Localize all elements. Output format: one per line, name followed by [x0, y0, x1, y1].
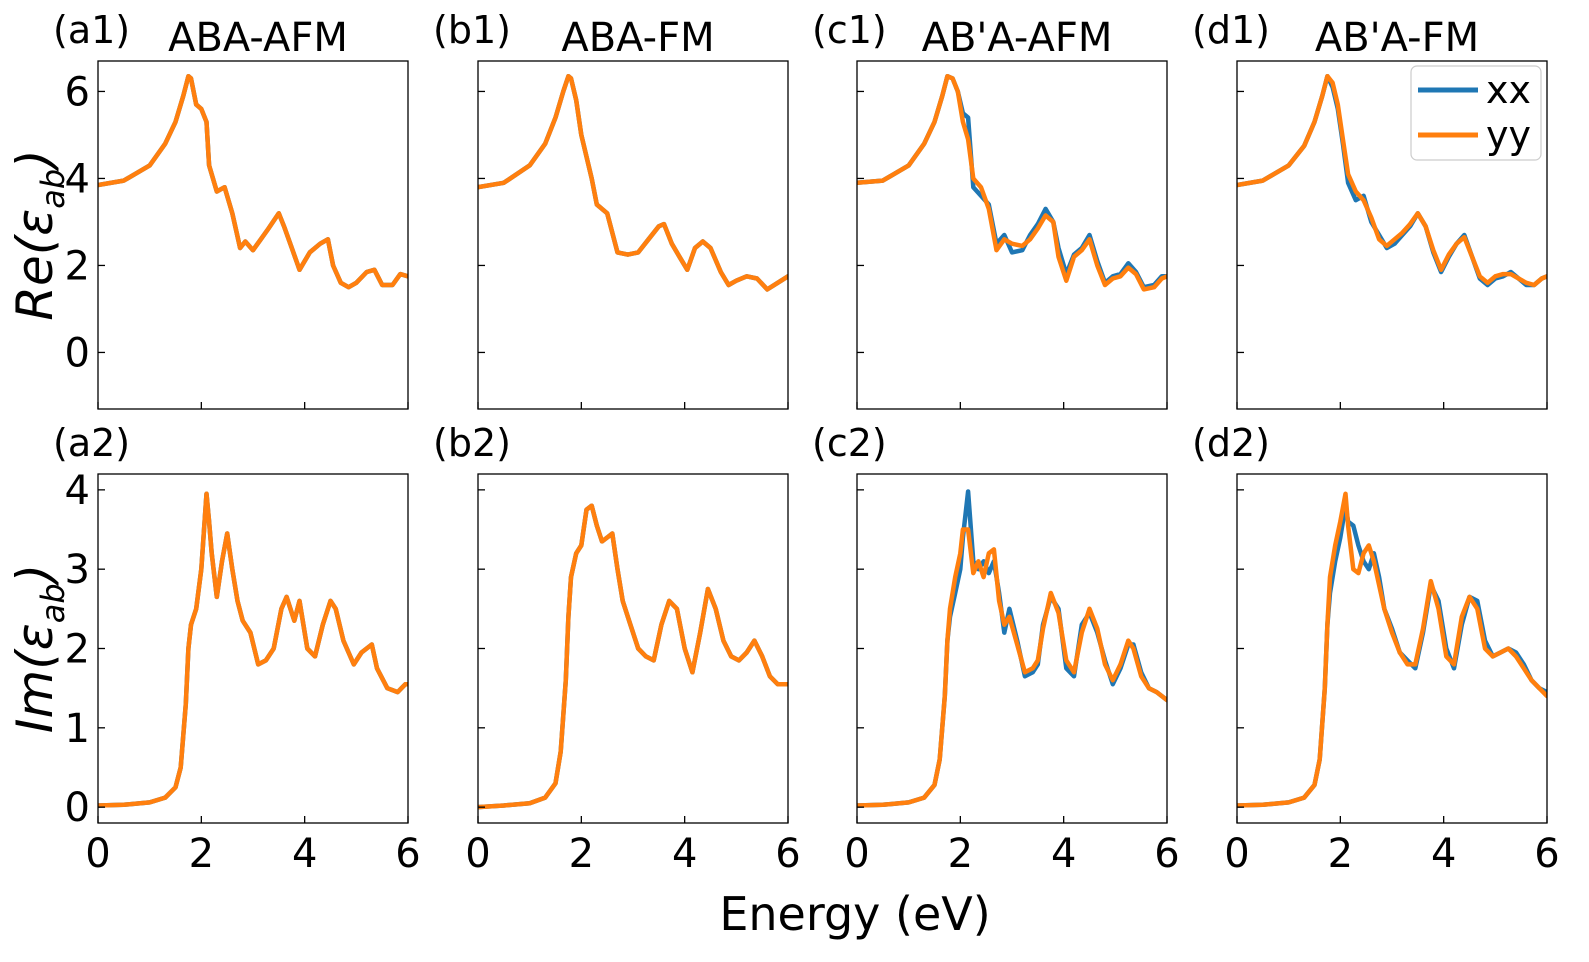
- x-tick-label-c2-1: 2: [948, 831, 973, 877]
- x-tick-label-b2-2: 4: [672, 831, 697, 877]
- panel-label-a2: (a2): [53, 421, 130, 465]
- y-axis-label-main-2: Im(ε: [6, 623, 64, 733]
- x-axis-label: Energy (eV): [719, 887, 990, 941]
- x-tick-label-c2-0: 0: [844, 831, 869, 877]
- panel-d2: 0 2 4 6 (d2): [1192, 421, 1560, 877]
- series-yy-line-b1: [478, 73, 788, 292]
- panel-b2: 0 2 4 6 (b2): [433, 421, 801, 877]
- panel-title-a: ABA-AFM: [168, 15, 348, 61]
- panel-c2: 0 2 4 6 (c2): [812, 421, 1180, 877]
- y-axis-label-sub-1: ab: [34, 169, 72, 209]
- panel-c1: (c1) AB'A-AFM: [812, 8, 1168, 410]
- panel-a1: 0 2 4 6 (a1) ABA-AFM: [53, 8, 409, 410]
- y-tick-label-a1-3: 6: [65, 69, 90, 115]
- axes-frame-b2: [477, 473, 789, 824]
- y-axis-label-close-2: ): [6, 564, 64, 588]
- y-tick-label-a1-2: 4: [65, 156, 90, 202]
- y-tick-label-a2-3: 3: [65, 547, 90, 593]
- series-yy-line-a2: [98, 491, 408, 808]
- panel-title-c: AB'A-AFM: [922, 15, 1113, 61]
- panel-label-c1: (c1): [812, 8, 887, 52]
- series-xx-line-b1: [478, 73, 788, 292]
- series-yy-line-c1: [857, 73, 1167, 292]
- x-tick-label-b2-0: 0: [465, 831, 490, 877]
- y-axis-label-row-2: Im(εab): [6, 564, 72, 733]
- panel-label-d2: (d2): [1192, 421, 1270, 465]
- series-xx-line-d2: [1237, 503, 1547, 808]
- y-axis-label-row-1: Re(εab): [6, 149, 72, 320]
- x-tick-label-d2-2: 4: [1431, 831, 1456, 877]
- panel-a2: 0 1 2 3 4 0 2 4 6 (a2): [53, 421, 421, 877]
- series-xx-line-a1: [98, 73, 408, 290]
- x-tick-label-d2-1: 2: [1328, 831, 1353, 877]
- panel-title-d: AB'A-FM: [1315, 15, 1479, 61]
- x-tick-label-a2-0: 0: [85, 831, 110, 877]
- legend-label-yy: yy: [1486, 113, 1531, 157]
- y-tick-label-a2-0: 0: [65, 785, 90, 831]
- panel-label-c2: (c2): [812, 421, 887, 465]
- x-tick-label-c2-2: 4: [1051, 831, 1076, 877]
- panel-label-b1: (b1): [433, 8, 511, 52]
- axes-frame-d2: [1236, 473, 1548, 824]
- legend-label-xx: xx: [1486, 68, 1531, 112]
- x-tick-label-d2-3: 6: [1534, 831, 1559, 877]
- series-yy-line-b2: [478, 503, 788, 810]
- y-tick-label-a1-1: 2: [65, 243, 90, 289]
- x-tick-label-c2-3: 6: [1154, 831, 1179, 877]
- y-tick-label-a1-0: 0: [65, 330, 90, 376]
- axes-frame-c2: [856, 473, 1168, 824]
- y-axis-label-sub-2: ab: [34, 583, 72, 623]
- series-yy-line-d2: [1237, 491, 1547, 808]
- panel-label-a1: (a1): [53, 8, 130, 52]
- panel-label-b2: (b2): [433, 421, 511, 465]
- x-tick-label-a2-3: 6: [395, 831, 420, 877]
- x-tick-label-d2-0: 0: [1224, 831, 1249, 877]
- y-axis-label-main-1: Re(ε: [6, 209, 64, 321]
- axes-frame-d1: [1236, 60, 1548, 410]
- x-tick-label-a2-1: 2: [189, 831, 214, 877]
- series-xx-line-c2: [857, 489, 1167, 808]
- x-tick-label-b2-1: 2: [569, 831, 594, 877]
- panel-b1: (b1) ABA-FM: [433, 8, 789, 410]
- y-tick-label-a2-4: 4: [65, 468, 90, 514]
- x-tick-label-b2-3: 6: [775, 831, 800, 877]
- x-tick-label-a2-2: 4: [292, 831, 317, 877]
- axes-frame-b1: [477, 60, 789, 410]
- y-tick-label-a2-2: 2: [65, 627, 90, 673]
- axes-frame-c1: [856, 60, 1168, 410]
- series-xx-line-c1: [857, 73, 1167, 290]
- y-axis-label-close-1: ): [6, 149, 64, 173]
- panel-d1: (d1) AB'A-FM: [1192, 8, 1548, 410]
- panel-label-d1: (d1): [1192, 8, 1270, 52]
- series-yy-line-c2: [857, 527, 1167, 808]
- axes-frame-a1: [97, 60, 409, 410]
- series-yy-line-d1: [1237, 73, 1547, 288]
- series-yy-line-a1: [98, 73, 408, 290]
- panel-title-b: ABA-FM: [561, 15, 714, 61]
- y-tick-label-a2-1: 1: [65, 706, 90, 752]
